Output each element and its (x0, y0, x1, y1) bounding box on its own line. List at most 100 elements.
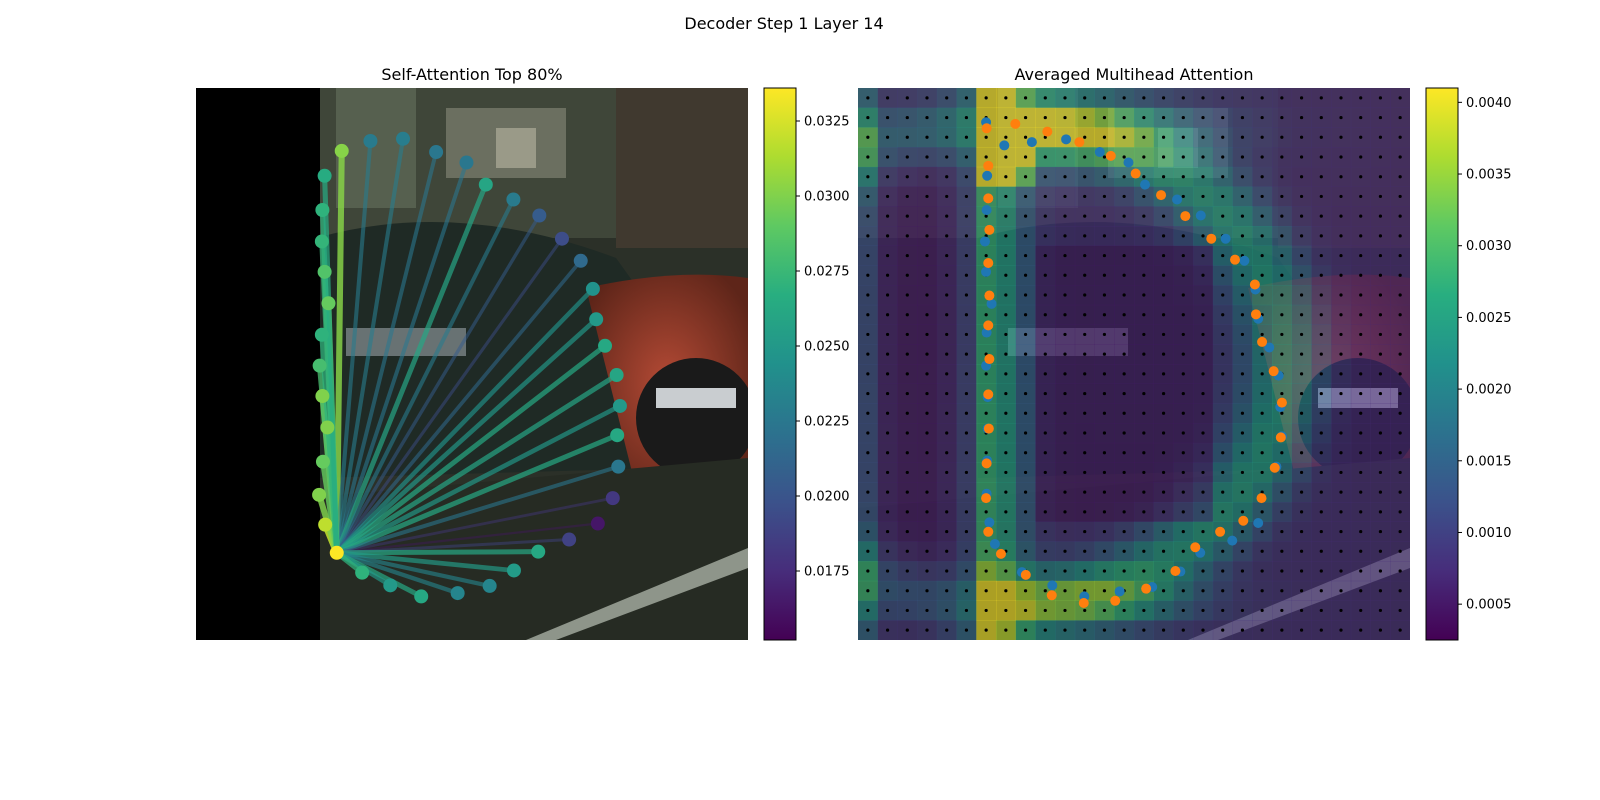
query-point (329, 545, 344, 560)
reference-dot (964, 608, 969, 613)
reference-dot (925, 273, 929, 277)
reference-dot (1221, 411, 1225, 415)
reference-dot (1083, 352, 1087, 356)
reference-dot (885, 391, 890, 396)
reference-dot (1221, 313, 1225, 317)
reference-dot (1142, 313, 1146, 317)
reference-dot (1319, 352, 1323, 356)
reference-dot (1142, 253, 1146, 258)
reference-dot (1023, 510, 1028, 514)
reference-dot (1378, 273, 1383, 277)
reference-dot (964, 431, 969, 435)
reference-dot (1004, 332, 1008, 337)
reference-dot (885, 293, 890, 297)
reference-dot (1299, 529, 1304, 534)
reference-dot (984, 628, 988, 632)
reference-dot (1378, 96, 1383, 100)
reference-dot (1280, 273, 1284, 277)
reference-dot (1339, 372, 1343, 376)
orange-point (1156, 190, 1167, 201)
reference-dot (984, 155, 988, 159)
reference-dot (1142, 391, 1146, 396)
orange-point (1269, 462, 1280, 473)
reference-dot (1083, 529, 1087, 534)
reference-dot (1398, 234, 1402, 238)
reference-dot (1398, 569, 1402, 573)
attention-point (315, 202, 330, 217)
reference-dot (1299, 589, 1304, 593)
reference-dot (1023, 470, 1028, 475)
reference-dot (1378, 549, 1383, 553)
reference-dot (1161, 529, 1166, 534)
reference-dot (1260, 510, 1264, 514)
reference-dot (1319, 431, 1323, 435)
reference-dot (945, 273, 949, 277)
reference-dot (1083, 411, 1087, 415)
reference-dot (945, 451, 949, 455)
reference-dot (1339, 332, 1343, 337)
reference-dot (1319, 529, 1323, 534)
reference-dot (1023, 628, 1028, 632)
reference-dot (1181, 529, 1185, 534)
reference-dot (1280, 214, 1284, 218)
reference-dot (905, 332, 909, 337)
reference-dot (1122, 214, 1126, 218)
attention-point (573, 253, 588, 268)
reference-dot (1299, 313, 1304, 317)
reference-dot (1063, 313, 1067, 317)
reference-dot (1043, 589, 1047, 593)
reference-dot (1023, 234, 1028, 238)
reference-dot (1299, 608, 1304, 613)
reference-dot (1043, 510, 1047, 514)
reference-dot (1221, 431, 1225, 435)
reference-dot (1142, 451, 1146, 455)
reference-dot (1359, 608, 1363, 613)
reference-dot (1122, 352, 1126, 356)
reference-dot (1023, 352, 1028, 356)
reference-dot (1240, 175, 1245, 179)
reference-dot (945, 549, 949, 553)
reference-dot (1319, 411, 1323, 415)
reference-dot (1319, 628, 1323, 632)
attention-point (317, 168, 332, 183)
reference-dot (1359, 155, 1363, 159)
reference-dot (925, 490, 929, 494)
reference-dot (1181, 589, 1185, 593)
attention-point (318, 517, 333, 532)
reference-dot (1004, 589, 1008, 593)
left-background-photo (196, 88, 748, 640)
reference-dot (1359, 372, 1363, 376)
reference-dot (1102, 411, 1107, 415)
reference-dot (1023, 451, 1028, 455)
reference-dot (1339, 234, 1343, 238)
reference-dot (1023, 431, 1028, 435)
reference-dot (1299, 490, 1304, 494)
reference-dot (905, 313, 909, 317)
orange-point (1020, 569, 1031, 580)
reference-dot (866, 391, 870, 396)
orange-point (984, 290, 995, 301)
reference-dot (945, 332, 949, 337)
attention-points (312, 131, 627, 604)
reference-dot (905, 96, 909, 100)
reference-dot (1063, 234, 1067, 238)
reference-dot (1280, 608, 1284, 613)
reference-dot (1043, 293, 1047, 297)
attention-line (333, 147, 345, 556)
orange-point (1110, 595, 1121, 606)
reference-dot (1142, 411, 1146, 415)
reference-dot (1299, 510, 1304, 514)
reference-dot (1319, 234, 1323, 238)
attention-line (334, 182, 489, 556)
reference-dot (925, 96, 929, 100)
attention-line (334, 550, 492, 589)
reference-dot (1260, 234, 1264, 238)
reference-dot (1142, 372, 1146, 376)
reference-dot (945, 194, 949, 199)
attention-point (506, 563, 521, 578)
reference-dot (905, 608, 909, 613)
orange-point (983, 389, 994, 400)
reference-dot (945, 175, 949, 179)
reference-dot (1023, 490, 1028, 494)
reference-dot (1398, 490, 1402, 494)
